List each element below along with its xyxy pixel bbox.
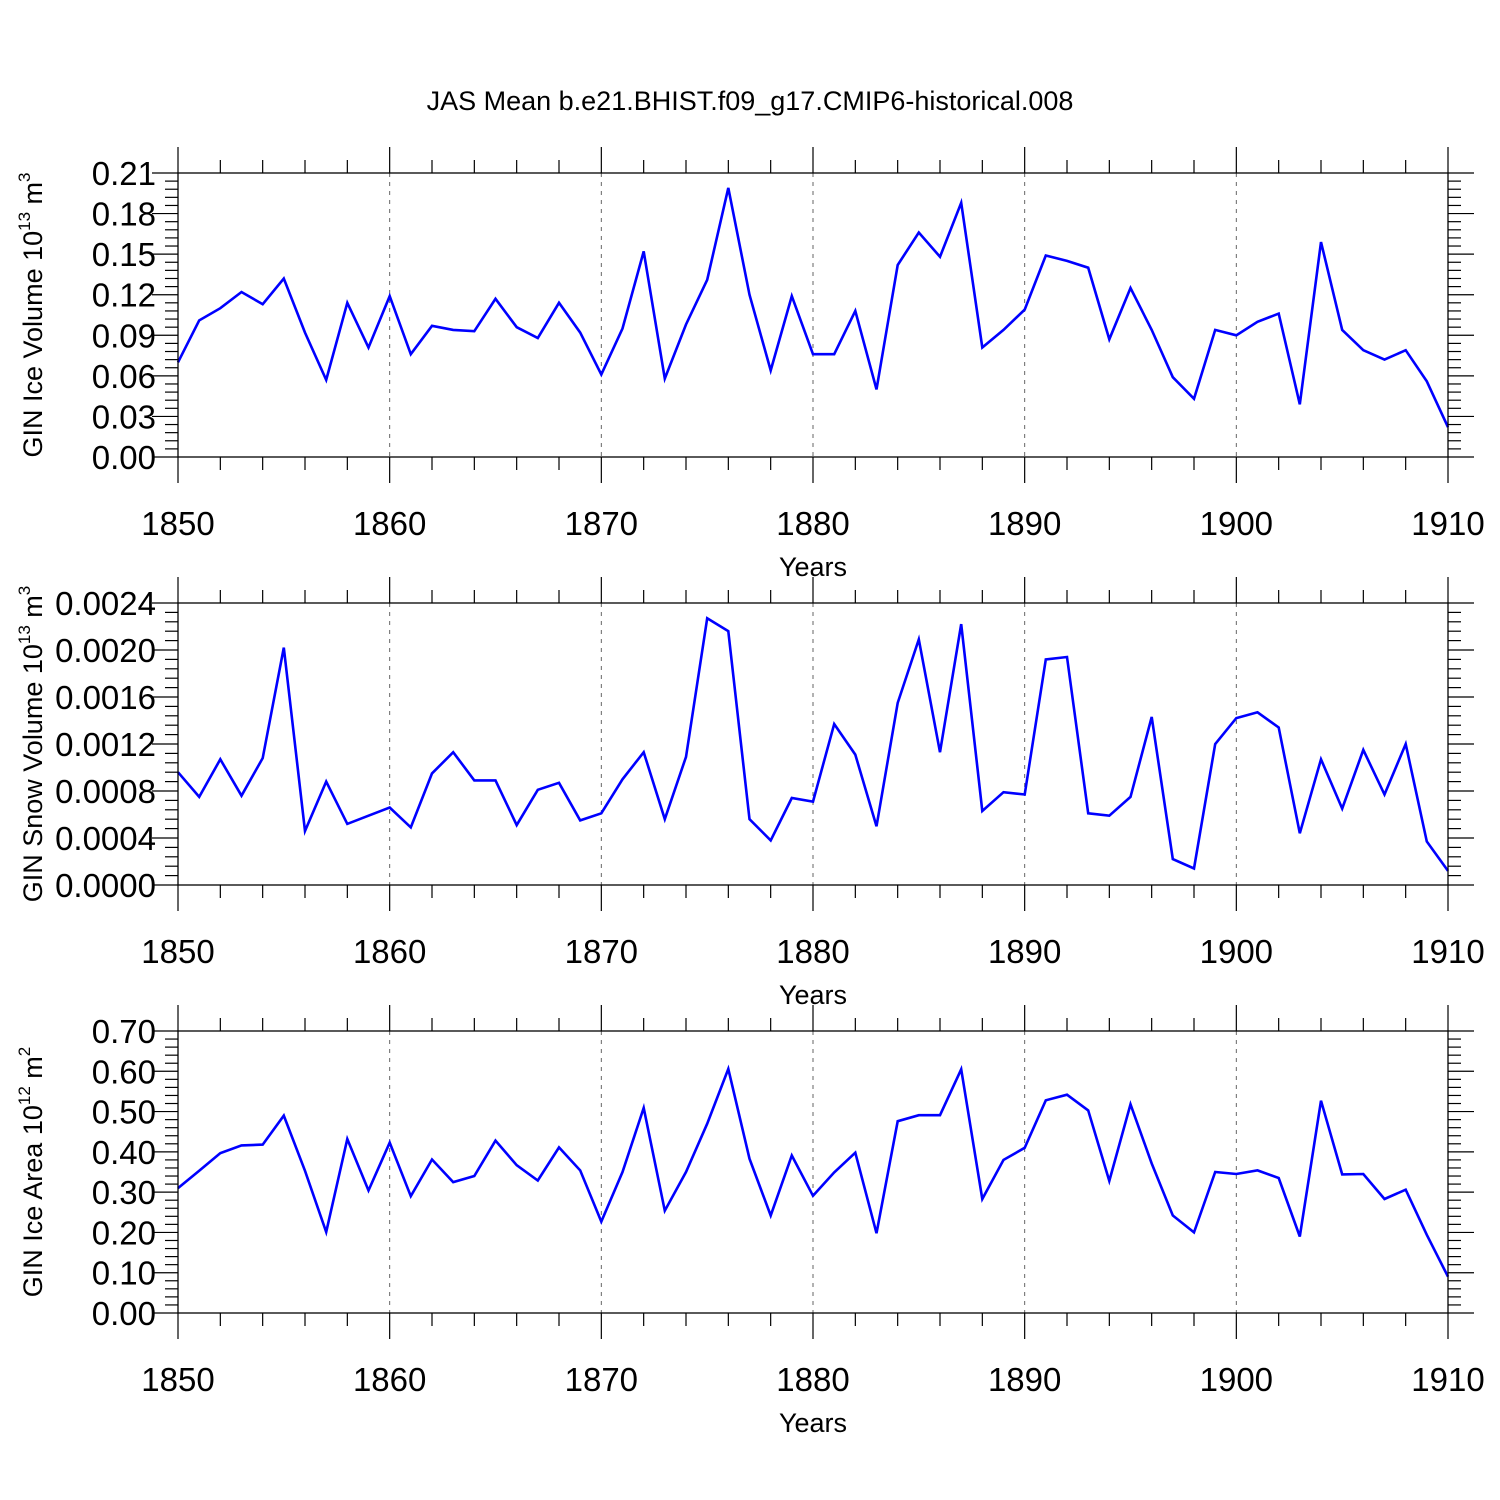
- plot-frame: [177, 602, 1449, 886]
- y-tick-label: 0.60: [92, 1053, 156, 1090]
- y-tick-label: 0.15: [92, 236, 156, 273]
- panel-snow-volume: 0.0000 0.0004 0.0008 0.0012 0.0016 0.0020 0.00…: [15, 577, 1485, 1010]
- y-tick-label: 0.30: [92, 1174, 156, 1211]
- series-line-snow-volume: [177, 616, 1450, 872]
- y-tick-label: 0.00: [92, 439, 156, 476]
- plot-frame: [177, 1030, 1449, 1314]
- x-tick-label: 1900: [1200, 933, 1273, 970]
- x-axis-title: Years: [779, 1408, 847, 1438]
- x-tick-label: 1870: [565, 933, 638, 970]
- figure-title: JAS Mean b.e21.BHIST.f09_g17.CMIP6-histo…: [427, 86, 1074, 116]
- x-tick-label: 1850: [141, 1361, 214, 1398]
- y-tick-label: 0.0004: [55, 820, 156, 857]
- x-tick-label: 1880: [776, 505, 849, 542]
- x-tick-label: 1860: [353, 933, 426, 970]
- x-tick-label: 1910: [1411, 933, 1484, 970]
- x-tick-label: 1850: [141, 933, 214, 970]
- y-axis-title: GIN Snow Volume 1013 m3: [15, 586, 48, 903]
- x-tick-label: 1900: [1200, 1361, 1273, 1398]
- y-tick-label: 0.09: [92, 317, 156, 354]
- y-tick-label: 0.12: [92, 277, 156, 314]
- x-tick-label: 1870: [565, 505, 638, 542]
- y-tick-label: 0.20: [92, 1214, 156, 1251]
- series-line-ice-area: [177, 1064, 1450, 1278]
- x-tick-label: 1910: [1411, 505, 1484, 542]
- y-tick-label: 0.0008: [55, 773, 156, 810]
- y-tick-label: 0.0012: [55, 726, 156, 763]
- y-tick-label: 0.70: [92, 1013, 156, 1050]
- y-tick-label: 0.00: [92, 1295, 156, 1332]
- y-tick-label: 0.18: [92, 196, 156, 233]
- y-tick-label: 0.0016: [55, 679, 156, 716]
- x-tick-label: 1880: [776, 1361, 849, 1398]
- x-tick-label: 1860: [353, 1361, 426, 1398]
- panel-ice-volume: 0.00 0.030.06 0.090.12 0.150.18 0.21 1850 1860…: [15, 147, 1485, 582]
- y-axis-title: GIN Ice Area 1012 m2: [15, 1047, 48, 1298]
- series-line-ice-volume: [176, 187, 1450, 428]
- y-axis-title: GIN Ice Volume 1013 m3: [15, 172, 48, 457]
- x-tick-label: 1900: [1200, 505, 1273, 542]
- panel-ice-area: 0.000.10 0.200.300.400.50 0.600.70 1850 1860…: [15, 1005, 1485, 1438]
- x-tick-label: 1890: [988, 933, 1061, 970]
- y-tick-label: 0.0020: [55, 632, 156, 669]
- x-tick-label: 1870: [565, 1361, 638, 1398]
- panels: 0.00 0.030.06 0.090.12 0.150.18 0.21 1850 1860…: [15, 147, 1485, 1438]
- x-tick-label: 1890: [988, 1361, 1061, 1398]
- y-tick-label: 0.10: [92, 1255, 156, 1292]
- y-tick-label: 0.06: [92, 358, 156, 395]
- y-tick-label: 0.0024: [55, 585, 156, 622]
- y-tick-label: 0.03: [92, 398, 156, 435]
- x-tick-label: 1880: [776, 933, 849, 970]
- y-tick-label: 0.0000: [55, 867, 156, 904]
- y-tick-label: 0.40: [92, 1134, 156, 1171]
- x-tick-label: 1860: [353, 505, 426, 542]
- plot-frame: [177, 172, 1449, 458]
- x-tick-label: 1910: [1411, 1361, 1484, 1398]
- y-tick-label: 0.50: [92, 1094, 156, 1131]
- x-tick-label: 1890: [988, 505, 1061, 542]
- x-tick-label: 1850: [141, 505, 214, 542]
- y-tick-label: 0.21: [92, 155, 156, 192]
